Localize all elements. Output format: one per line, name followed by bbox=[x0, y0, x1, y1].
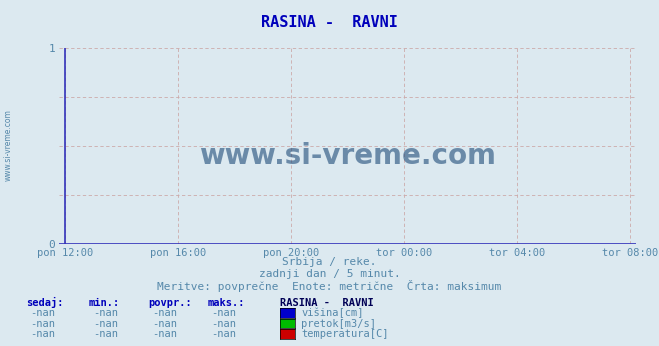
Text: zadnji dan / 5 minut.: zadnji dan / 5 minut. bbox=[258, 269, 401, 279]
Text: -nan: -nan bbox=[30, 308, 55, 318]
Text: RASINA -  RAVNI: RASINA - RAVNI bbox=[280, 298, 374, 308]
Text: sedaj:: sedaj: bbox=[26, 297, 64, 308]
Text: -nan: -nan bbox=[212, 308, 237, 318]
Text: -nan: -nan bbox=[152, 308, 177, 318]
Text: min.:: min.: bbox=[89, 298, 120, 308]
Text: višina[cm]: višina[cm] bbox=[301, 308, 364, 318]
Text: -nan: -nan bbox=[30, 329, 55, 339]
Text: temperatura[C]: temperatura[C] bbox=[301, 329, 389, 339]
Text: povpr.:: povpr.: bbox=[148, 298, 192, 308]
Text: RASINA -  RAVNI: RASINA - RAVNI bbox=[261, 15, 398, 30]
Text: pretok[m3/s]: pretok[m3/s] bbox=[301, 319, 376, 328]
Text: -nan: -nan bbox=[93, 319, 118, 328]
Text: -nan: -nan bbox=[212, 319, 237, 328]
Text: Meritve: povprečne  Enote: metrične  Črta: maksimum: Meritve: povprečne Enote: metrične Črta:… bbox=[158, 280, 501, 292]
Text: -nan: -nan bbox=[93, 308, 118, 318]
Text: -nan: -nan bbox=[93, 329, 118, 339]
Text: -nan: -nan bbox=[30, 319, 55, 328]
Text: www.si-vreme.com: www.si-vreme.com bbox=[3, 109, 13, 181]
Text: Srbija / reke.: Srbija / reke. bbox=[282, 257, 377, 267]
Text: -nan: -nan bbox=[152, 329, 177, 339]
Text: www.si-vreme.com: www.si-vreme.com bbox=[199, 142, 496, 170]
Text: -nan: -nan bbox=[152, 319, 177, 328]
Text: maks.:: maks.: bbox=[208, 298, 245, 308]
Text: -nan: -nan bbox=[212, 329, 237, 339]
